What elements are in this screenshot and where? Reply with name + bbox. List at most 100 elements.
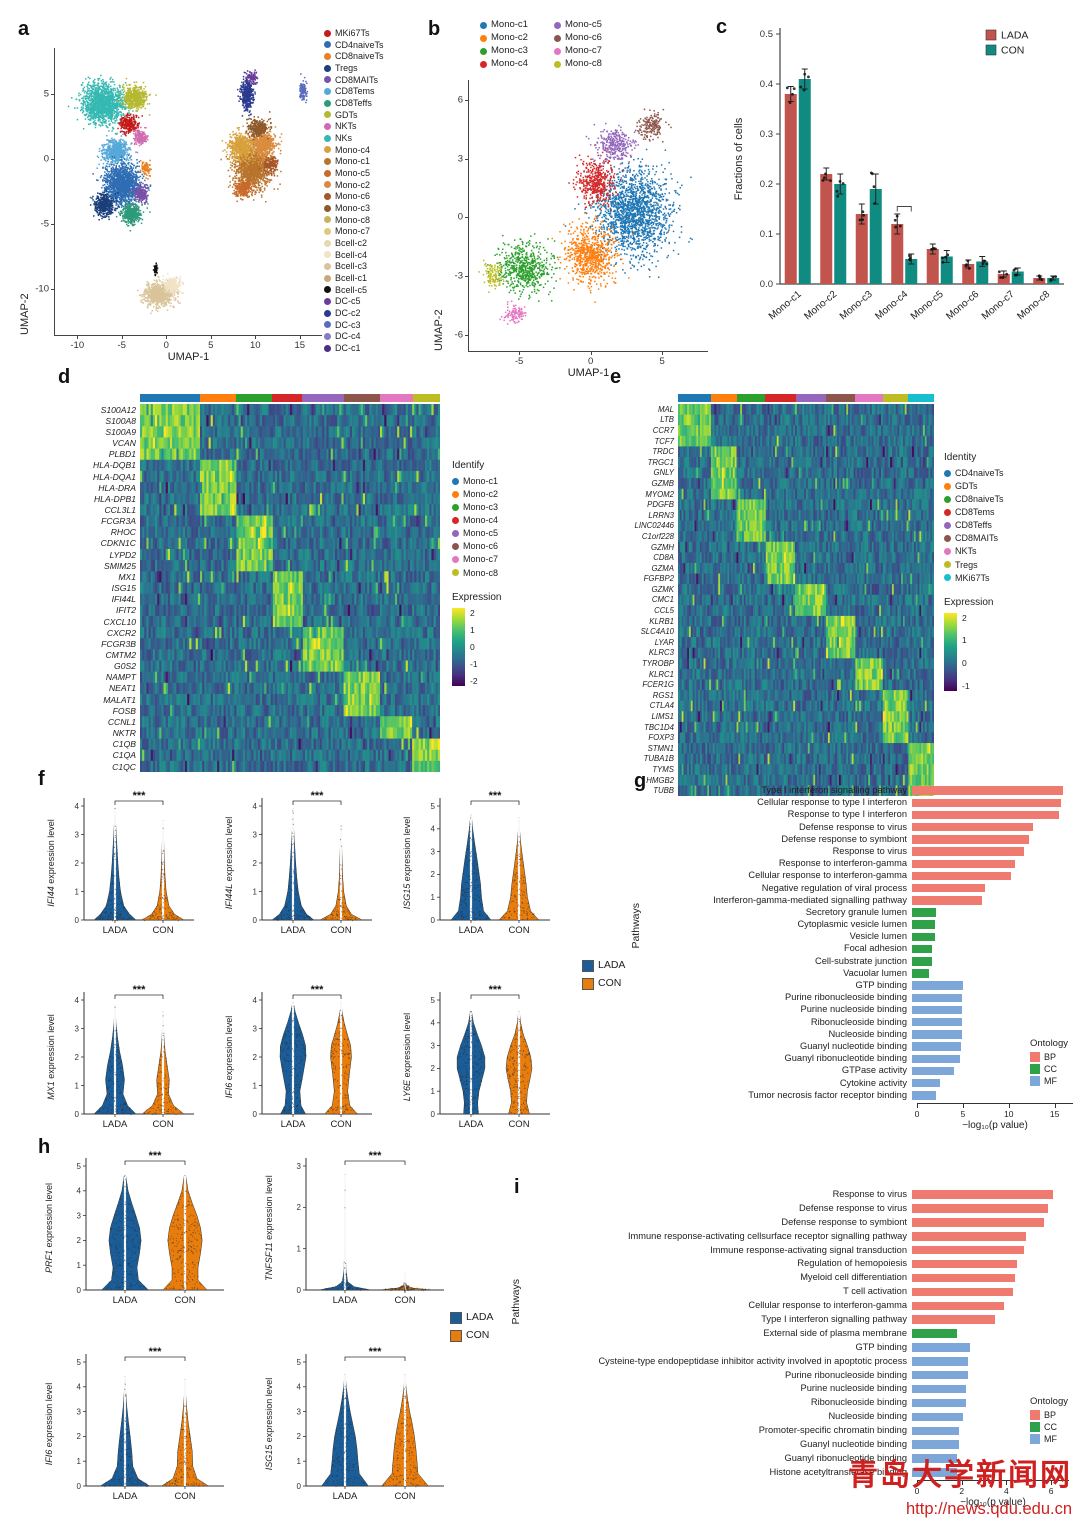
jitter-point <box>113 1267 115 1269</box>
jitter-point <box>522 861 524 864</box>
jitter-point <box>131 1482 133 1484</box>
jitter-point <box>131 1219 133 1221</box>
pathway-label: Guanyl nucleotide binding <box>800 1439 907 1450</box>
jitter-point <box>125 1271 128 1273</box>
data-point <box>829 179 832 183</box>
jitter-point <box>182 1239 184 1241</box>
jitter-point <box>512 1102 515 1104</box>
y-tick-label: 0.1 <box>760 229 773 240</box>
jitter-point <box>473 859 475 862</box>
jitter-point <box>115 1051 117 1053</box>
jitter-point <box>103 1106 105 1108</box>
jitter-point <box>467 875 469 877</box>
jitter-point <box>172 919 174 921</box>
jitter-point <box>280 1055 282 1057</box>
jitter-point <box>401 1452 403 1454</box>
jitter-point <box>343 1427 345 1429</box>
y-tick-label: 3 <box>253 1024 258 1033</box>
jitter-point <box>404 1450 406 1452</box>
jitter-point <box>143 1286 146 1288</box>
jitter-point <box>339 1430 342 1432</box>
gene-label: GZMK <box>651 584 674 594</box>
jitter-point <box>338 884 341 886</box>
jitter-point <box>163 869 166 871</box>
jitter-point <box>394 1288 396 1290</box>
jitter-point <box>466 1070 468 1072</box>
pathway-row: Immune response-activating signal transd… <box>520 1245 1072 1255</box>
jitter-point <box>299 1100 301 1102</box>
jitter-point <box>299 1027 301 1029</box>
jitter-point <box>285 1052 288 1054</box>
jitter-point <box>124 1383 126 1385</box>
legend-label: DC-c1 <box>335 343 361 354</box>
jitter-point <box>137 1245 139 1247</box>
jitter-point <box>296 1045 298 1047</box>
jitter-point <box>514 895 516 897</box>
gene-label: LYPD2 <box>109 549 136 560</box>
jitter-point <box>408 1439 410 1441</box>
jitter-point <box>113 1097 115 1099</box>
jitter-point <box>340 1478 342 1480</box>
jitter-point <box>467 861 469 863</box>
jitter-point <box>175 1113 177 1116</box>
x-tick-label: Mono-c3 <box>838 289 875 323</box>
pathway-bar <box>912 883 986 893</box>
jitter-point <box>481 1048 483 1051</box>
jitter-point <box>183 1449 185 1451</box>
jitter-point <box>329 1289 331 1291</box>
jitter-point <box>117 1081 119 1083</box>
jitter-point <box>341 1470 343 1472</box>
jitter-point <box>304 1049 306 1051</box>
jitter-point <box>413 1447 415 1449</box>
y-tick-label: 4 <box>75 802 80 811</box>
jitter-point <box>350 1427 352 1429</box>
jitter-point <box>126 1218 129 1220</box>
jitter-point <box>104 1098 107 1100</box>
legend-item-Mono-c7: Mono-c7 <box>452 554 556 564</box>
gene-label: FCER1G <box>642 680 674 690</box>
jitter-point <box>338 1039 340 1041</box>
data-point <box>1054 275 1058 279</box>
lada-con-legend: LADA CON <box>582 959 625 990</box>
jitter-point <box>473 1077 475 1080</box>
jitter-point <box>115 841 117 843</box>
jitter-point <box>529 1052 531 1054</box>
jitter-point <box>284 914 286 916</box>
jitter-point <box>338 1455 340 1457</box>
jitter-point <box>279 914 281 916</box>
jitter-point <box>346 1431 348 1433</box>
jitter-point <box>173 1482 175 1484</box>
jitter-point <box>327 1481 329 1483</box>
jitter-point <box>182 1247 184 1249</box>
jitter-point <box>340 1451 342 1453</box>
pathway-bar-track <box>912 1078 1068 1088</box>
jitter-point <box>298 1057 300 1059</box>
legend-label: Mono-c4 <box>491 58 528 70</box>
jitter-point <box>522 865 524 867</box>
jitter-point <box>522 1041 525 1043</box>
jitter-point <box>519 1029 521 1031</box>
jitter-point <box>510 914 512 916</box>
jitter-point <box>394 1475 396 1477</box>
jitter-point <box>289 1088 291 1090</box>
pathway-bar <box>912 1440 959 1449</box>
jitter-point <box>292 1103 294 1105</box>
jitter-point <box>509 1111 511 1113</box>
jitter-point <box>116 1275 118 1277</box>
jitter-point <box>113 1030 115 1032</box>
jitter-point <box>106 1089 108 1091</box>
jitter-point <box>332 1461 334 1463</box>
jitter-point <box>295 1078 297 1080</box>
y-tick-label: 5 <box>431 996 436 1005</box>
jitter-point <box>342 1432 344 1434</box>
jitter-point <box>338 1033 340 1035</box>
jitter-point <box>340 1085 342 1087</box>
jitter-point <box>115 1038 117 1040</box>
jitter-point <box>468 888 470 890</box>
jitter-point <box>122 1448 124 1450</box>
jitter-point <box>522 907 524 909</box>
jitter-point <box>517 1064 519 1066</box>
jitter-point <box>336 1051 338 1053</box>
jitter-point <box>517 1111 519 1113</box>
cluster-annotation-Mono-c6 <box>344 394 380 402</box>
